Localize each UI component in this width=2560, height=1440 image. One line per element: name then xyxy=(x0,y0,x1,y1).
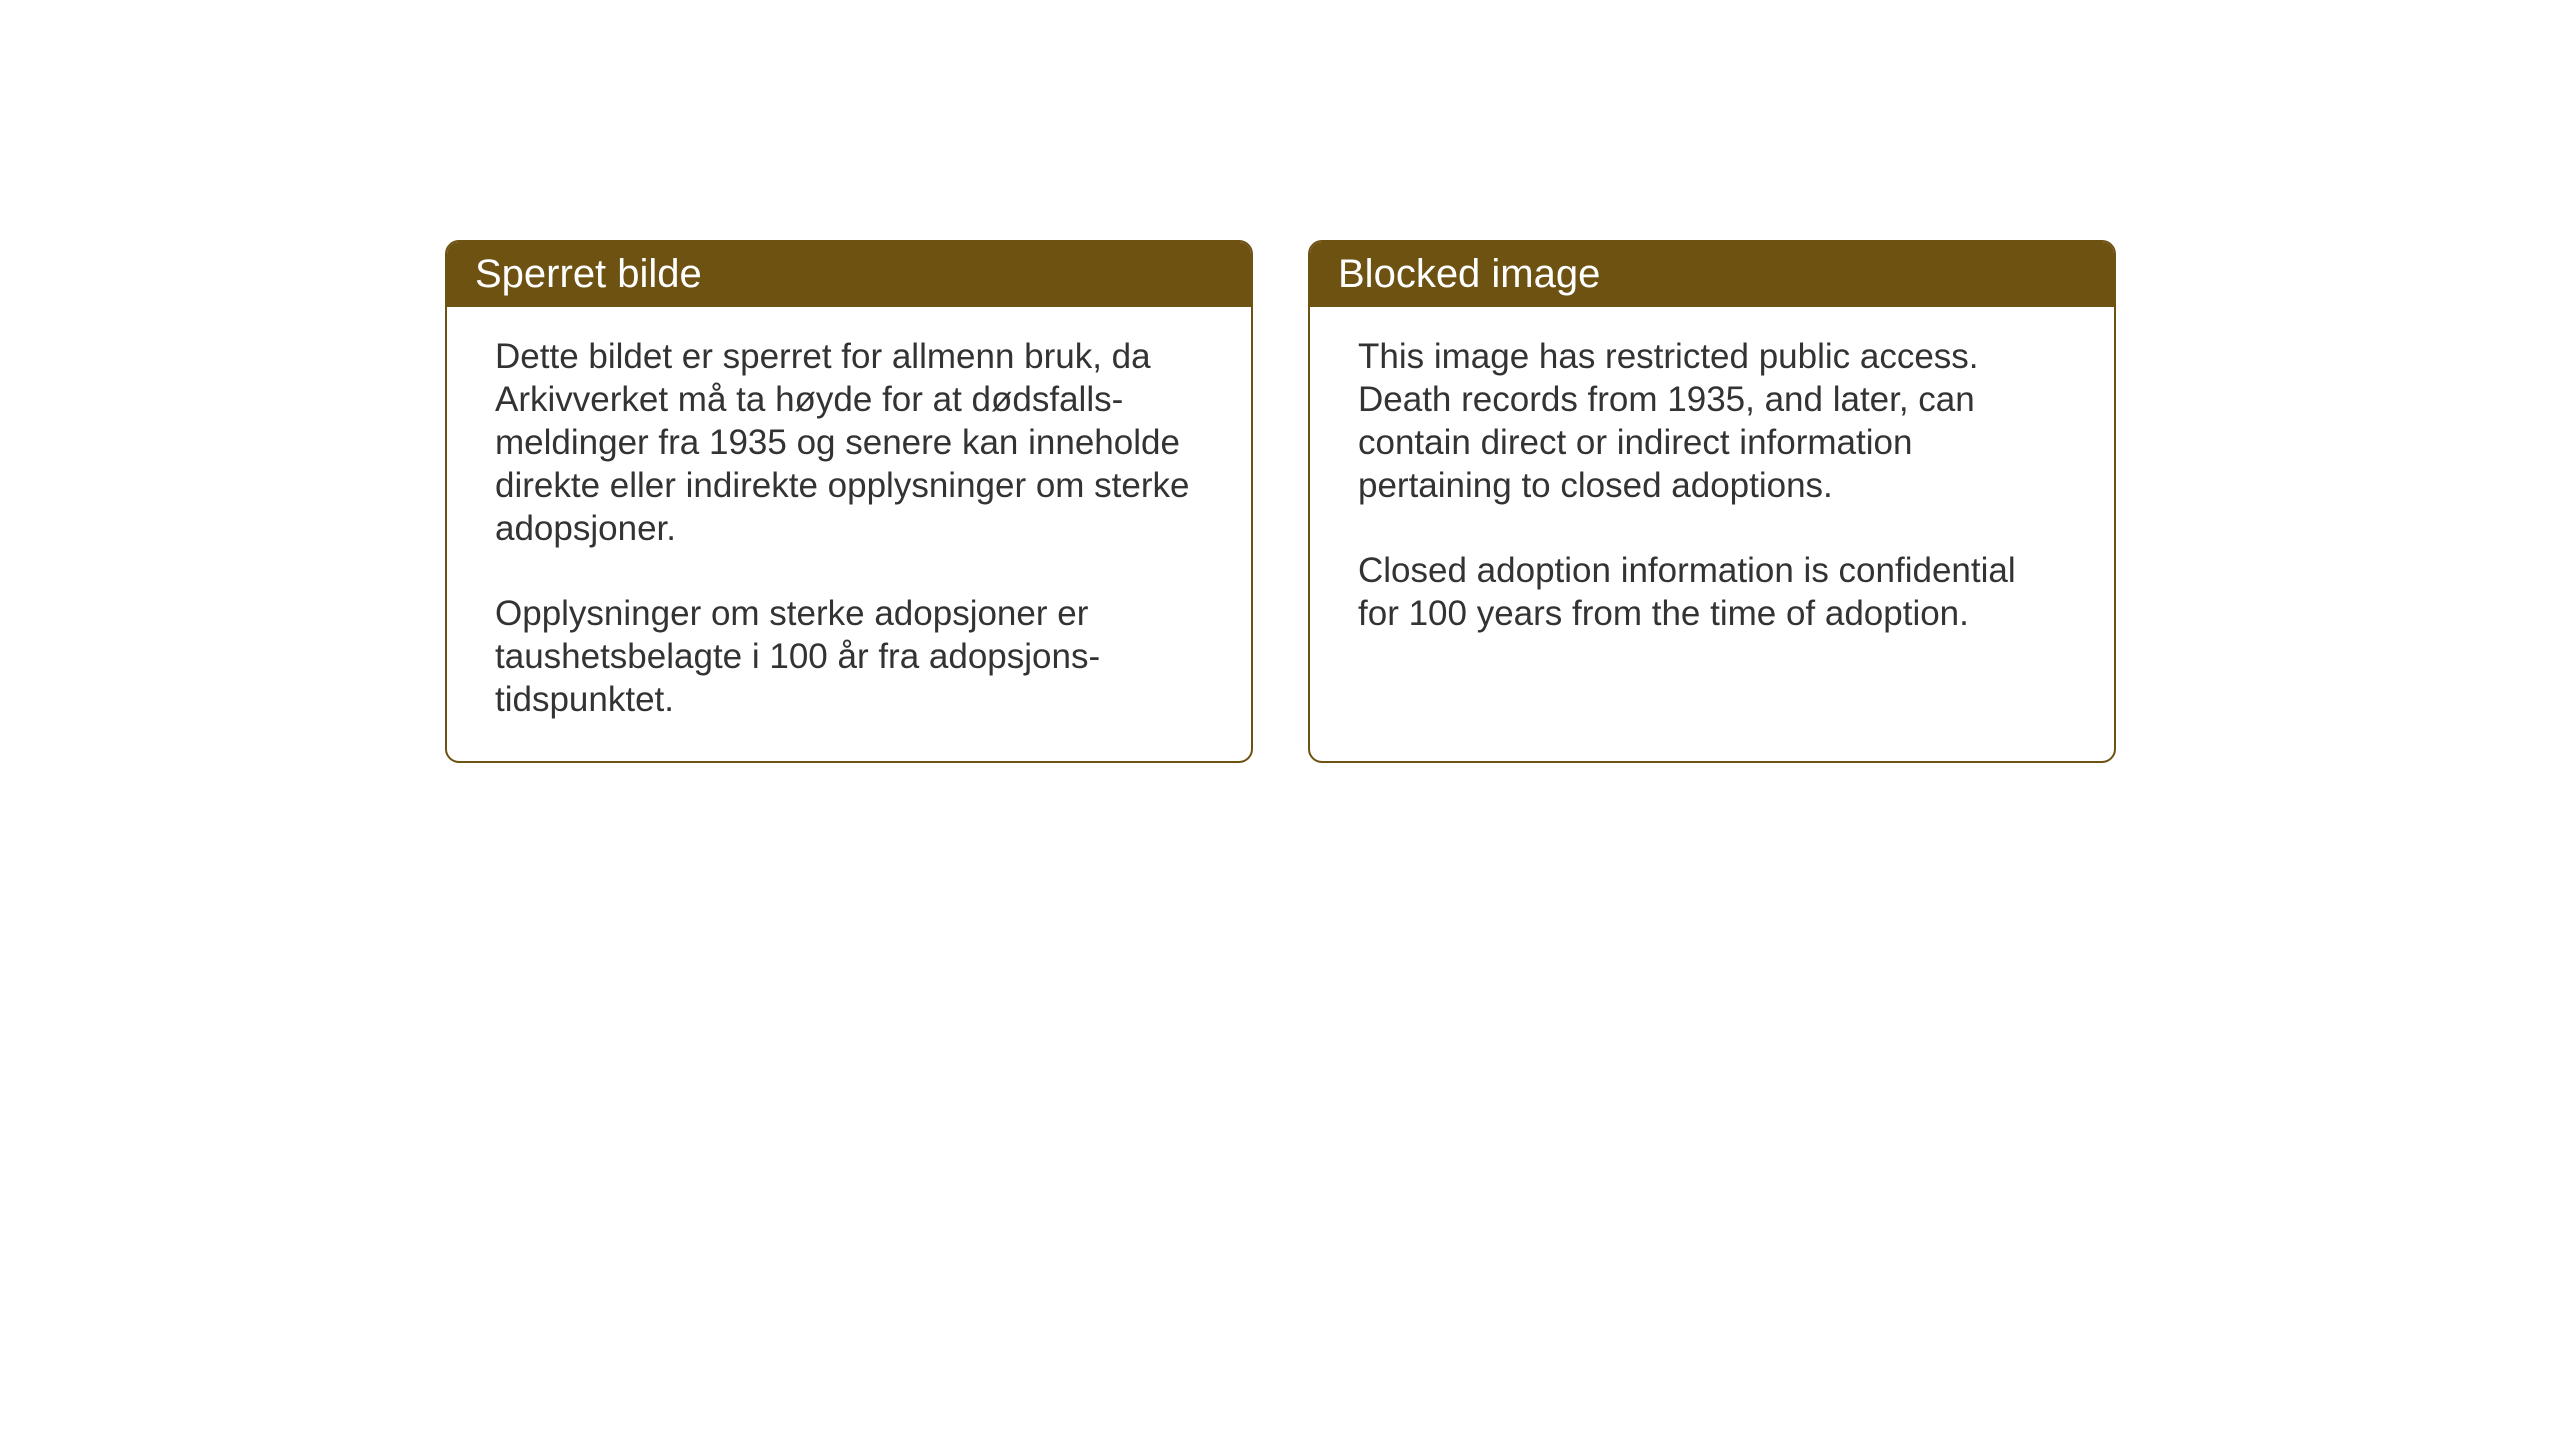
notice-body-english: This image has restricted public access.… xyxy=(1310,307,2114,675)
notice-box-english: Blocked image This image has restricted … xyxy=(1308,240,2116,763)
notice-body-norwegian: Dette bildet er sperret for allmenn bruk… xyxy=(447,307,1251,761)
notice-header-norwegian: Sperret bilde xyxy=(447,242,1251,307)
notice-title-norwegian: Sperret bilde xyxy=(475,252,702,296)
notice-paragraph: This image has restricted public access.… xyxy=(1358,335,2066,507)
notice-paragraph: Dette bildet er sperret for allmenn bruk… xyxy=(495,335,1203,550)
notice-paragraph: Opplysninger om sterke adopsjoner er tau… xyxy=(495,592,1203,721)
notice-container: Sperret bilde Dette bildet er sperret fo… xyxy=(445,240,2116,763)
notice-title-english: Blocked image xyxy=(1338,252,1600,296)
notice-header-english: Blocked image xyxy=(1310,242,2114,307)
notice-box-norwegian: Sperret bilde Dette bildet er sperret fo… xyxy=(445,240,1253,763)
notice-paragraph: Closed adoption information is confident… xyxy=(1358,549,2066,635)
